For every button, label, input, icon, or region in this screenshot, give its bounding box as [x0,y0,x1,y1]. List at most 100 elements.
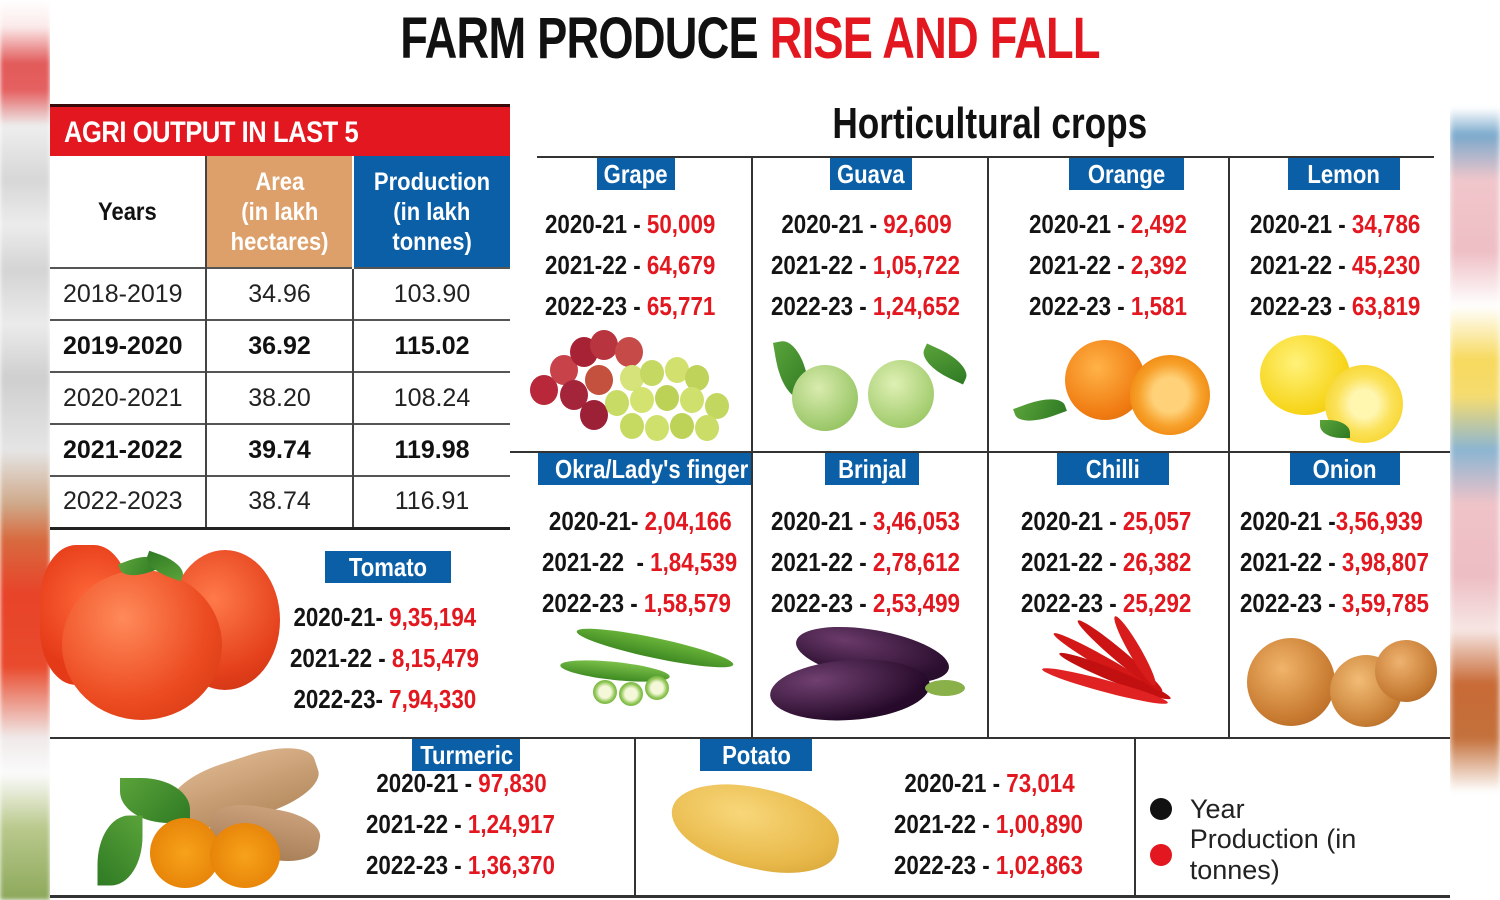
crop-label: Okra/Lady's finger [538,453,751,485]
okra-illustration [555,621,740,710]
table-row: 2018-2019 34.96 103.90 [50,267,510,320]
stat-value: 34,786 [1351,209,1421,239]
stat-year: 2022-23 [542,588,625,618]
stat-value: 8,15,479 [391,643,479,673]
divider [1228,156,1230,738]
stat-sep: - [375,602,390,632]
stat-line: 2022-23 - 1,58,579 [542,583,737,624]
stat-line: 2021-22 - 2,78,612 [771,542,960,583]
stat-year: 2021-22 [771,250,854,280]
stat-value: 1,05,722 [872,250,960,280]
stat-year: 2020-21 [1240,506,1323,536]
stat-sep: - [372,643,392,673]
stat-value: 3,98,807 [1341,547,1429,577]
cell-year: 2019-2020 [50,319,206,372]
header-years-text: Years [98,197,157,226]
stat-value: 26,382 [1122,547,1192,577]
crop-label-text: Grape [604,159,668,189]
crop-stats: 2020-21 - 92,609 2021-22 - 1,05,722 2022… [771,204,991,327]
stat-sep: - [853,506,873,536]
crop-label-text: Chilli [1085,454,1141,484]
potato-illustration [663,771,850,885]
chilli-illustration [1035,613,1185,730]
stat-sep: - [1111,209,1131,239]
title-part-black: FARM PRODUCE [400,6,770,71]
crop-label: Tomato [325,551,451,583]
stat-line: 2021-22 - 26,382 [1021,542,1191,583]
crop-onion: Onion 2020-21 -3,56,939 2021-22 - 3,98,8… [1230,453,1450,737]
stat-line: 2022-23 - 65,771 [545,286,715,327]
crop-label: Potato [700,739,812,771]
divider [50,895,1450,898]
stat-value: 73,014 [1006,768,1075,798]
agri-output-table: AGRI OUTPUT IN LAST 5 YEARS Years Area (… [50,104,510,530]
cell-area: 34.96 [205,267,353,320]
crop-label-text: Onion [1313,454,1377,484]
page-title: FARM PRODUCE RISE AND FALL [204,6,1296,72]
stat-year: 2022-23 [293,684,376,714]
stat-line: 2020-21 - 97,830 [366,763,555,804]
divider [634,737,636,897]
stat-line: 2020-21 - 25,057 [1021,501,1191,542]
cell-area: 36.92 [205,319,353,372]
stat-line: 2021-22 - 1,84,539 [542,542,737,583]
stat-sep: - [863,209,884,239]
stat-line: 2022-23- 7,94,330 [290,679,479,720]
stat-year: 2020-21 [376,768,459,798]
stat-line: 2021-22 - 64,679 [545,245,715,286]
stat-year: 2020-21 [781,209,864,239]
stat-value: 1,24,652 [872,291,960,321]
cell-year: 2018-2019 [50,267,206,320]
stat-year: 2020-21 [293,602,376,632]
divider [1134,737,1136,897]
stat-sep: - [853,250,873,280]
blurred-background-left [0,0,50,900]
header-area-line3: hectares) [230,227,329,256]
agri-table-title: AGRI OUTPUT IN LAST 5 YEARS [50,104,510,201]
agri-table-title-text: AGRI OUTPUT IN LAST 5 YEARS [64,116,359,201]
crop-stats: 2020-21 - 97,830 2021-22 - 1,24,917 2022… [366,763,586,886]
stat-line: 2021-22 - 45,230 [1250,245,1420,286]
stat-line: 2020-21 - 92,609 [771,204,960,245]
divider [751,156,753,738]
stat-line: 2020-21 - 73,014 [894,763,1083,804]
stat-year: 2021-22 [290,643,373,673]
stat-year: 2022-23 [771,588,854,618]
stat-value: 2,53,499 [872,588,960,618]
infographic: FARM PRODUCE RISE AND FALL AGRI OUTPUT I… [40,0,1450,900]
cell-production: 103.90 [352,267,510,320]
crop-stats: 2020-21 - 25,057 2021-22 - 26,382 2022-2… [1021,501,1219,624]
crop-stats: 2020-21 - 34,786 2021-22 - 45,230 2022-2… [1250,204,1448,327]
stat-line: 2022-23 - 1,24,652 [771,286,960,327]
legend-item-production: Production (in tonnes) [1150,824,1450,885]
stat-sep: - [624,547,651,577]
cell-area: 39.74 [205,423,353,476]
stat-sep: - [1332,291,1352,321]
stat-year: 2021-22 [545,250,628,280]
stat-value: 3,46,053 [872,506,960,536]
stat-year: 2021-22 [894,809,977,839]
legend-label: Year [1190,793,1245,824]
stat-sep: - [1103,547,1123,577]
stat-value: 25,292 [1122,588,1192,618]
stat-value: 63,819 [1351,291,1421,321]
stat-sep: - [1322,588,1342,618]
stat-year: 2021-22 [1029,250,1112,280]
stat-year: 2020-21 [1021,506,1104,536]
stat-sep: - [448,809,468,839]
divider [987,156,989,738]
header-area-line2: (in lakh [240,197,318,226]
stat-sep: - [853,291,873,321]
onion-illustration [1245,630,1445,730]
stat-year: 2020-21 [1029,209,1112,239]
stat-line: 2022-23 - 3,59,785 [1240,583,1429,624]
stat-value: 9,35,194 [389,602,477,632]
stat-line: 2020-21 - 34,786 [1250,204,1420,245]
header-production-line2: (in lakh [393,197,471,226]
divider [537,156,1434,158]
turmeric-illustration [80,736,330,893]
horticultural-crops-heading: Horticultural crops [540,96,1440,152]
stat-sep: - [853,547,873,577]
crop-label-text: Potato [721,740,791,770]
stat-value: 92,609 [883,209,952,239]
